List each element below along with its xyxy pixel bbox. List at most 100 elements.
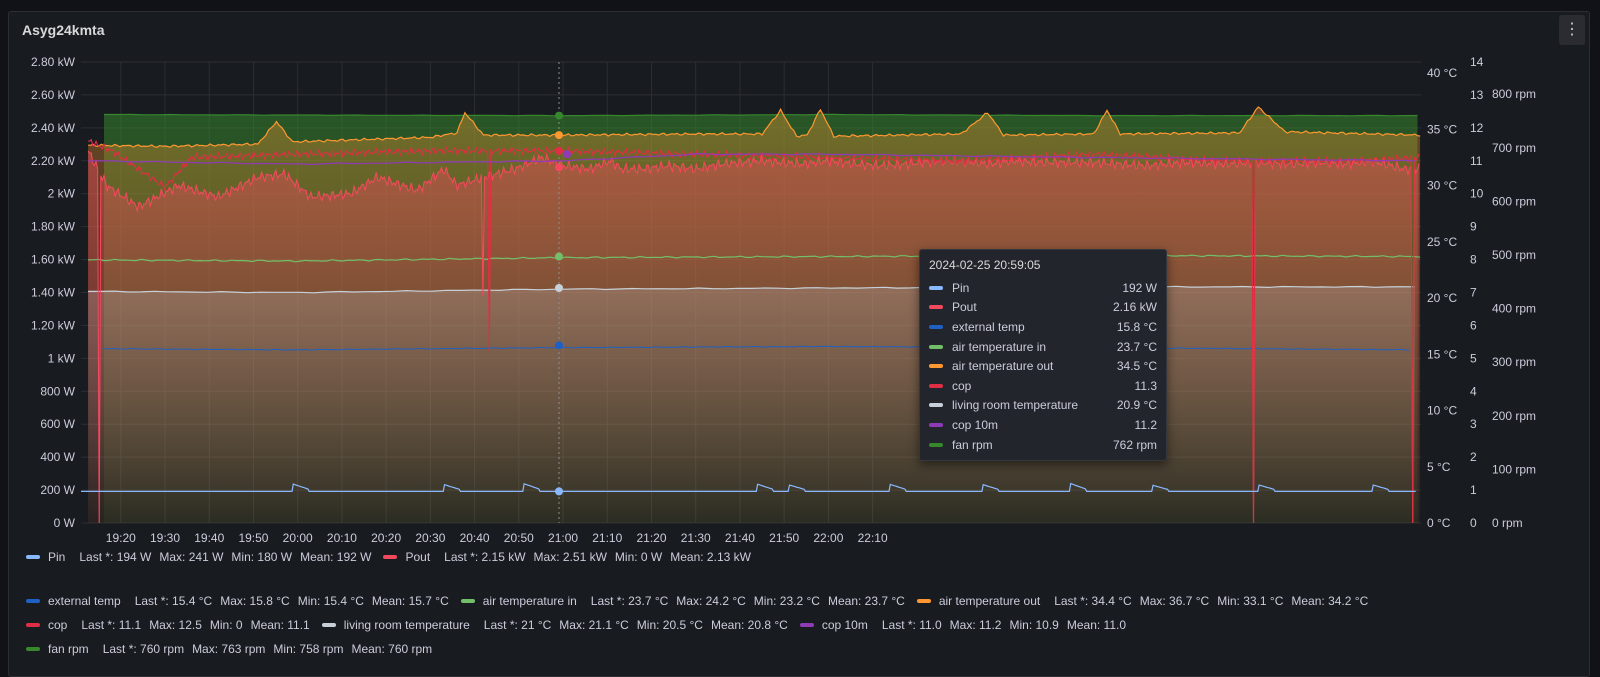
x-tick-label: 19:40 xyxy=(194,531,224,545)
legend-item[interactable]: Pout Last *: 2.15 kW Max: 2.51 kW Min: 0 W M… xyxy=(383,550,751,564)
y-tick-label: 1 kW xyxy=(48,351,76,365)
y-tick-label: 6 xyxy=(1470,318,1477,332)
tooltip-series-name: Pin xyxy=(952,280,970,295)
y-tick-label: 14 xyxy=(1470,55,1484,69)
series-swatch xyxy=(929,344,943,349)
y-tick-label: 10 xyxy=(1470,187,1484,201)
tooltip-series-name: living room temperature xyxy=(952,398,1079,413)
legend-swatch xyxy=(460,599,475,603)
y-tick-label: 7 xyxy=(1470,286,1477,300)
y-tick-label: 200 W xyxy=(40,483,75,497)
tooltip-series-name: air temperature out xyxy=(952,359,1054,374)
legend-stat: Last *: 34.4 °C xyxy=(1054,594,1132,608)
legend-stat: Min: 10.9 xyxy=(1009,618,1059,632)
x-tick-label: 21:20 xyxy=(636,531,666,545)
legend-stat: Mean: 2.13 kW xyxy=(670,550,751,564)
legend-item[interactable]: external temp Last *: 15.4 °C Max: 15.8 °C… xyxy=(26,594,449,608)
legend-series-name[interactable]: air temperature in xyxy=(482,594,577,608)
y-tick-label: 20 °C xyxy=(1427,291,1457,305)
legend-stat: Min: 0 xyxy=(209,618,243,632)
series-swatch xyxy=(929,403,943,408)
tooltip-series-name: fan rpm xyxy=(952,437,993,452)
legend-item[interactable]: fan rpm Last *: 760 rpm Max: 763 rpm Min: 7… xyxy=(26,642,432,656)
living-room-temperature-area xyxy=(88,286,1415,523)
legend-series-name[interactable]: Pin xyxy=(48,550,66,564)
x-tick-label: 21:10 xyxy=(592,531,622,545)
hover-point xyxy=(554,131,563,140)
y-tick-label: 1.60 kW xyxy=(31,253,76,267)
legend-swatch xyxy=(321,623,336,627)
tooltip-series-value: 34.5 °C xyxy=(1116,359,1157,374)
series-swatch xyxy=(929,442,943,447)
x-tick-label: 20:40 xyxy=(460,531,490,545)
x-tick-label: 20:10 xyxy=(327,531,357,545)
y-tick-label: 800 rpm xyxy=(1492,87,1536,101)
x-tick-label: 21:00 xyxy=(548,531,578,545)
y-tick-label: 25 °C xyxy=(1427,235,1457,249)
legend-item[interactable]: air temperature in Last *: 23.7 °C Max: 24… xyxy=(460,594,905,608)
tooltip-series-name: air temperature in xyxy=(952,339,1047,354)
fan-rpm-line xyxy=(104,113,1418,117)
legend-series-name[interactable]: external temp xyxy=(48,594,121,608)
legend-stat: Max: 24.2 °C xyxy=(676,594,746,608)
x-tick-label: 20:00 xyxy=(283,531,313,545)
tooltip-series-value: 2.16 kW xyxy=(1112,300,1157,315)
panel-menu-icon[interactable]: ⋮ xyxy=(1559,15,1585,45)
tooltip-series-name: cop 10m xyxy=(952,417,999,432)
legend-series-name[interactable]: cop xyxy=(48,618,68,632)
legend-stat: Max: 241 W xyxy=(159,550,224,564)
tooltip-series-value: 11.3 xyxy=(1134,378,1157,393)
legend-series-name[interactable]: fan rpm xyxy=(48,642,89,656)
legend-item[interactable]: air temperature out Last *: 34.4 °C Max: 3… xyxy=(916,594,1369,608)
x-tick-label: 22:10 xyxy=(858,531,888,545)
legend-stat: Max: 11.2 xyxy=(949,618,1002,632)
hover-point xyxy=(554,487,563,496)
legend-stat: Last *: 11.0 xyxy=(881,618,942,632)
series-swatch xyxy=(929,305,943,310)
legend-series-name[interactable]: air temperature out xyxy=(938,594,1041,608)
y-tick-label: 3 xyxy=(1470,417,1477,431)
air-temperature-in-line xyxy=(88,254,1421,263)
air-temperature-out-line xyxy=(88,106,1421,148)
cop-10m-line xyxy=(88,152,1415,166)
x-tick-label: 21:30 xyxy=(681,531,711,545)
legend-series-name[interactable]: Pout xyxy=(405,550,431,564)
legend-stat: Min: 180 W xyxy=(231,550,293,564)
time-series-chart[interactable]: 0 W 200 W 400 W 600 W 800 W 1 kW 1.20 kW 1.40 k… xyxy=(9,12,1590,572)
y-tick-label: 4 xyxy=(1470,384,1477,398)
hover-point xyxy=(554,146,563,155)
hover-point xyxy=(554,252,563,261)
legend-stat: Mean: 34.2 °C xyxy=(1291,594,1369,608)
legend-series-name[interactable]: living room temperature xyxy=(343,618,470,632)
series-swatch xyxy=(929,324,943,329)
legend-item[interactable]: cop Last *: 11.1 Max: 12.5 Min: 0 Mean: 11.1 xyxy=(26,618,310,632)
y-tick-label: 500 rpm xyxy=(1492,248,1536,262)
legend-swatch xyxy=(799,623,814,627)
y-tick-label: 400 W xyxy=(40,450,75,464)
y-tick-label: 2 xyxy=(1470,450,1477,464)
legend-stat: Mean: 760 rpm xyxy=(351,642,433,656)
y-tick-label: 35 °C xyxy=(1427,122,1457,136)
tooltip-row: air temperature out 34.5 °C xyxy=(929,356,1157,376)
legend-row: fan rpm Last *: 760 rpm Max: 763 rpm Min: 7… xyxy=(26,642,444,656)
y-tick-label: 1.80 kW xyxy=(31,220,76,234)
legend-series-name[interactable]: cop 10m xyxy=(821,618,868,632)
y-tick-label: 2.60 kW xyxy=(31,88,76,102)
tooltip-series-value: 23.7 °C xyxy=(1116,339,1157,354)
legend-stat: Last *: 194 W xyxy=(79,550,152,564)
legend-stat: Last *: 11.1 xyxy=(81,618,142,632)
legend-stat: Mean: 23.7 °C xyxy=(827,594,905,608)
legend-stat: Min: 23.2 °C xyxy=(753,594,820,608)
legend-item[interactable]: Pin Last *: 194 W Max: 241 W Min: 180 W Mean… xyxy=(26,550,371,564)
hover-tooltip: 2024-02-25 20:59:05 Pin 192 W Pout 2.16 kW e… xyxy=(919,249,1167,461)
legend-stat: Last *: 2.15 kW xyxy=(444,550,526,564)
legend-stat: Min: 33.1 °C xyxy=(1217,594,1284,608)
chart-panel: Asyg24kmta ⋮ 0 W 200 W 400 W 600 W 800 W 1 kW… xyxy=(8,11,1590,677)
legend-stat: Last *: 23.7 °C xyxy=(590,594,669,608)
x-tick-label: 20:30 xyxy=(415,531,445,545)
y-tick-label: 600 rpm xyxy=(1492,194,1536,208)
x-tick-label: 20:20 xyxy=(371,531,401,545)
legend-item[interactable]: cop 10m Last *: 11.0 Max: 11.2 Min: 10.9 Mea… xyxy=(799,618,1126,632)
legend-item[interactable]: living room temperature Last *: 21 °C Max:… xyxy=(321,618,788,632)
